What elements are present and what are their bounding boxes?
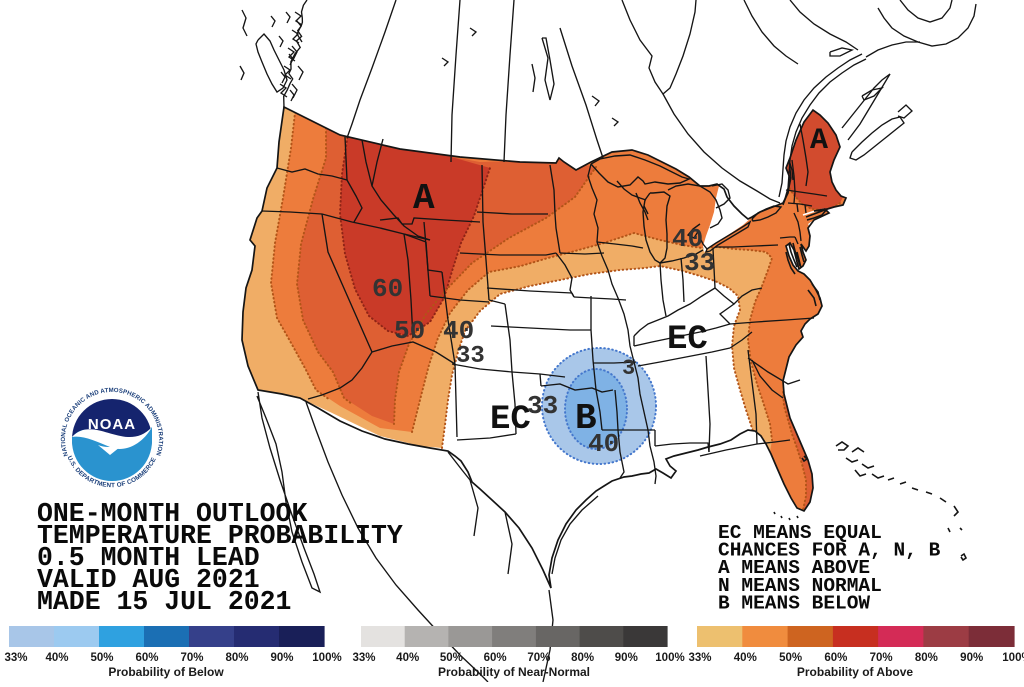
svg-text:EC MEANS EQUAL: EC MEANS EQUAL — [718, 522, 882, 544]
svg-text:Probability of Above: Probability of Above — [797, 665, 914, 679]
svg-text:33%: 33% — [352, 652, 375, 664]
svg-text:33: 33 — [527, 391, 558, 421]
svg-text:40: 40 — [672, 224, 703, 254]
svg-text:33%: 33% — [688, 652, 711, 664]
svg-text:100%: 100% — [312, 652, 341, 664]
svg-text:3: 3 — [622, 356, 635, 381]
svg-text:A: A — [810, 124, 828, 158]
svg-text:100%: 100% — [655, 652, 684, 664]
svg-text:40: 40 — [588, 429, 619, 459]
svg-text:60%: 60% — [824, 652, 847, 664]
svg-text:Probability of Below: Probability of Below — [108, 665, 224, 679]
svg-text:40%: 40% — [734, 652, 757, 664]
svg-text:33: 33 — [684, 248, 715, 278]
svg-text:TEMPERATURE PROBABILITY: TEMPERATURE PROBABILITY — [37, 521, 403, 551]
svg-text:80%: 80% — [571, 652, 594, 664]
svg-text:EC: EC — [667, 321, 708, 359]
svg-text:70%: 70% — [527, 652, 550, 664]
svg-text:40%: 40% — [396, 652, 419, 664]
svg-text:Probability of Near-Normal: Probability of Near-Normal — [438, 665, 590, 679]
svg-text:60%: 60% — [135, 652, 158, 664]
svg-text:CHANCES FOR A, N, B: CHANCES FOR A, N, B — [718, 540, 941, 562]
svg-text:EC: EC — [490, 401, 531, 439]
svg-text:40: 40 — [443, 316, 474, 346]
svg-text:60: 60 — [372, 274, 403, 304]
svg-text:100%: 100% — [1002, 652, 1024, 664]
svg-text:40%: 40% — [45, 652, 68, 664]
svg-text:VALID AUG 2021: VALID AUG 2021 — [37, 565, 260, 595]
svg-text:A MEANS ABOVE: A MEANS ABOVE — [718, 557, 870, 579]
svg-text:33: 33 — [456, 343, 485, 370]
svg-text:MADE 15 JUL 2021: MADE 15 JUL 2021 — [37, 587, 291, 617]
svg-text:N MEANS NORMAL: N MEANS NORMAL — [718, 575, 882, 597]
svg-text:90%: 90% — [270, 652, 293, 664]
svg-text:B MEANS BELOW: B MEANS BELOW — [718, 592, 870, 614]
svg-text:50%: 50% — [779, 652, 802, 664]
svg-text:90%: 90% — [960, 652, 983, 664]
svg-text:50: 50 — [394, 316, 425, 346]
svg-text:50%: 50% — [90, 652, 113, 664]
svg-text:90%: 90% — [615, 652, 638, 664]
svg-text:80%: 80% — [915, 652, 938, 664]
svg-text:NOAA: NOAA — [88, 416, 136, 433]
svg-text:70%: 70% — [870, 652, 893, 664]
svg-text:60%: 60% — [484, 652, 507, 664]
svg-text:B: B — [575, 398, 597, 439]
svg-text:70%: 70% — [180, 652, 203, 664]
svg-text:A: A — [413, 178, 435, 219]
svg-text:80%: 80% — [225, 652, 248, 664]
svg-text:0.5 MONTH LEAD: 0.5 MONTH LEAD — [37, 543, 260, 573]
svg-text:ONE-MONTH OUTLOOK: ONE-MONTH OUTLOOK — [37, 499, 307, 529]
svg-text:33%: 33% — [4, 652, 27, 664]
svg-text:50%: 50% — [440, 652, 463, 664]
